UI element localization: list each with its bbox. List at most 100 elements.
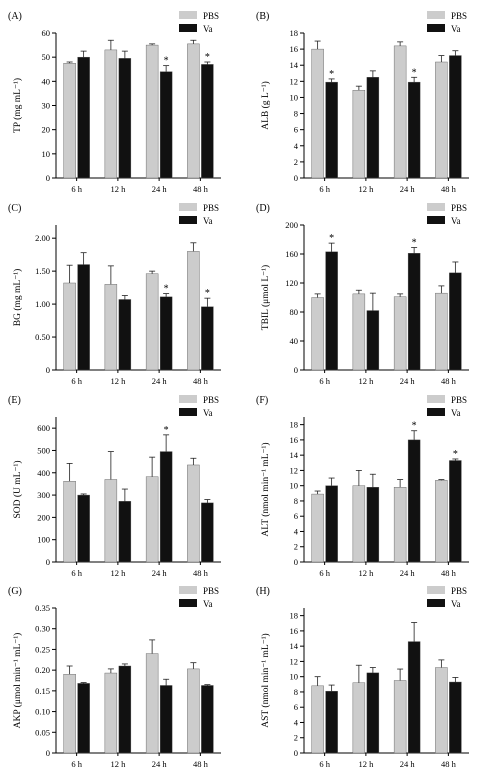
y-axis-label: TP (mg mL⁻¹) bbox=[12, 78, 23, 133]
x-tick-label: 6 h bbox=[71, 376, 82, 386]
bar-pbs bbox=[352, 485, 366, 563]
y-tick-label: 400 bbox=[37, 468, 50, 478]
x-tick-label: 48 h bbox=[441, 376, 457, 386]
y-axis-label: SOD (U mL⁻¹) bbox=[12, 461, 23, 519]
y-tick-label: 40 bbox=[42, 76, 51, 86]
bar-pbs bbox=[352, 89, 366, 179]
y-tick-label: 16 bbox=[290, 44, 299, 54]
significance-star: * bbox=[412, 237, 417, 248]
bar-va bbox=[449, 272, 462, 371]
y-tick-label: 4 bbox=[294, 526, 299, 536]
y-axis-label: AKP (μmol min⁻¹ mL⁻¹) bbox=[12, 633, 23, 729]
bar-va bbox=[407, 253, 421, 371]
legend-swatch-va bbox=[179, 599, 197, 607]
y-tick-label: 60 bbox=[42, 28, 51, 38]
legend-label-va: Va bbox=[203, 24, 213, 34]
panel-label: (E) bbox=[8, 395, 21, 406]
y-tick-label: 200 bbox=[37, 512, 50, 522]
bar-pbs bbox=[145, 476, 159, 563]
y-axis-label: ALT (nmol min⁻¹ mL⁻¹) bbox=[260, 442, 271, 536]
y-tick-label: 0.05 bbox=[35, 727, 50, 737]
x-tick-label: 24 h bbox=[152, 568, 168, 578]
significance-star: * bbox=[164, 284, 169, 295]
y-tick-label: 10 bbox=[290, 92, 299, 102]
y-tick-label: 600 bbox=[37, 423, 50, 433]
chart-panel-5: (E) 0 100 200 300 400 500 600 SOD (U mL⁻¹) 6 h 12 … bbox=[8, 395, 221, 578]
bar-pbs bbox=[104, 284, 118, 371]
bar-pbs bbox=[187, 43, 200, 179]
bar-pbs bbox=[435, 480, 448, 563]
bar-pbs bbox=[311, 493, 324, 563]
significance-star: * bbox=[205, 288, 210, 299]
y-axis-label: BG (mg mL⁻¹) bbox=[12, 269, 23, 326]
y-tick-label: 6 bbox=[294, 511, 298, 521]
bar-va bbox=[118, 58, 132, 179]
x-tick-label: 6 h bbox=[71, 184, 82, 194]
y-axis-label: ALB (g L⁻¹) bbox=[260, 81, 271, 130]
bar-pbs bbox=[104, 49, 118, 179]
chart-panel-3: (C) 0 0.50 1.00 1.50 2.00 BG (mg mL⁻¹) 6 h 12 h 2… bbox=[8, 203, 221, 386]
bar-va bbox=[159, 685, 173, 754]
chart-panel-1: (A) 0 10 20 30 40 50 60 TP (mg mL⁻¹) 6 h 12 h 24 h *… bbox=[8, 11, 221, 194]
x-tick-label: 48 h bbox=[193, 759, 209, 769]
x-tick-label: 12 h bbox=[358, 568, 374, 578]
legend-label-va: Va bbox=[203, 408, 213, 418]
x-tick-label: 12 h bbox=[358, 759, 374, 769]
bar-pbs bbox=[435, 667, 448, 754]
y-tick-label: 200 bbox=[285, 220, 298, 230]
legend-swatch-va bbox=[427, 24, 445, 32]
bar-va bbox=[325, 251, 338, 371]
bar-pbs bbox=[393, 45, 407, 179]
y-tick-label: 80 bbox=[290, 307, 299, 317]
x-tick-label: 48 h bbox=[193, 568, 209, 578]
legend-label-pbs: PBS bbox=[451, 586, 467, 596]
legend-label-pbs: PBS bbox=[203, 395, 219, 405]
bar-va bbox=[118, 665, 132, 754]
bar-va bbox=[407, 81, 421, 179]
bar-va bbox=[159, 71, 173, 179]
bar-va bbox=[366, 310, 380, 371]
bar-va bbox=[201, 685, 214, 754]
y-tick-label: 18 bbox=[290, 420, 299, 430]
x-tick-label: 48 h bbox=[441, 568, 457, 578]
legend-label-pbs: PBS bbox=[203, 203, 219, 213]
y-tick-label: 0 bbox=[294, 365, 298, 375]
bar-pbs bbox=[435, 292, 448, 371]
bar-pbs bbox=[187, 251, 200, 371]
chart-panel-8: (H) 0 2 4 6 8 10 12 14 16 18 AST (nmol min⁻¹ mL⁻¹) 6… bbox=[256, 586, 469, 769]
y-tick-label: 0.15 bbox=[35, 686, 50, 696]
y-tick-label: 0 bbox=[294, 748, 298, 758]
significance-star: * bbox=[164, 56, 169, 67]
legend-label-pbs: PBS bbox=[203, 11, 219, 21]
bar-pbs bbox=[311, 297, 324, 371]
bar-va bbox=[77, 264, 90, 371]
y-tick-label: 2 bbox=[294, 157, 298, 167]
x-tick-label: 24 h bbox=[152, 184, 168, 194]
bar-pbs bbox=[145, 44, 159, 179]
panel-label: (B) bbox=[256, 11, 269, 22]
legend-label-va: Va bbox=[203, 216, 213, 226]
significance-star: * bbox=[412, 67, 417, 78]
x-tick-label: 48 h bbox=[193, 184, 209, 194]
bar-va bbox=[449, 681, 462, 754]
y-tick-label: 14 bbox=[290, 450, 299, 460]
significance-star: * bbox=[164, 425, 169, 436]
bar-va bbox=[366, 672, 380, 754]
panel-label: (H) bbox=[256, 586, 270, 597]
bar-va bbox=[159, 296, 173, 371]
y-tick-label: 30 bbox=[42, 101, 51, 111]
bar-va bbox=[118, 501, 132, 563]
legend-label-va: Va bbox=[451, 24, 461, 34]
bar-pbs bbox=[393, 487, 407, 563]
y-tick-label: 10 bbox=[290, 481, 299, 491]
y-tick-label: 8 bbox=[294, 687, 298, 697]
bar-pbs bbox=[63, 481, 76, 563]
y-tick-label: 14 bbox=[290, 60, 299, 70]
x-tick-label: 24 h bbox=[400, 376, 416, 386]
bar-pbs bbox=[145, 273, 159, 371]
bar-va bbox=[77, 683, 90, 754]
bar-pbs bbox=[435, 61, 448, 179]
x-tick-label: 48 h bbox=[441, 184, 457, 194]
bar-pbs bbox=[393, 680, 407, 754]
legend-label-pbs: PBS bbox=[451, 395, 467, 405]
